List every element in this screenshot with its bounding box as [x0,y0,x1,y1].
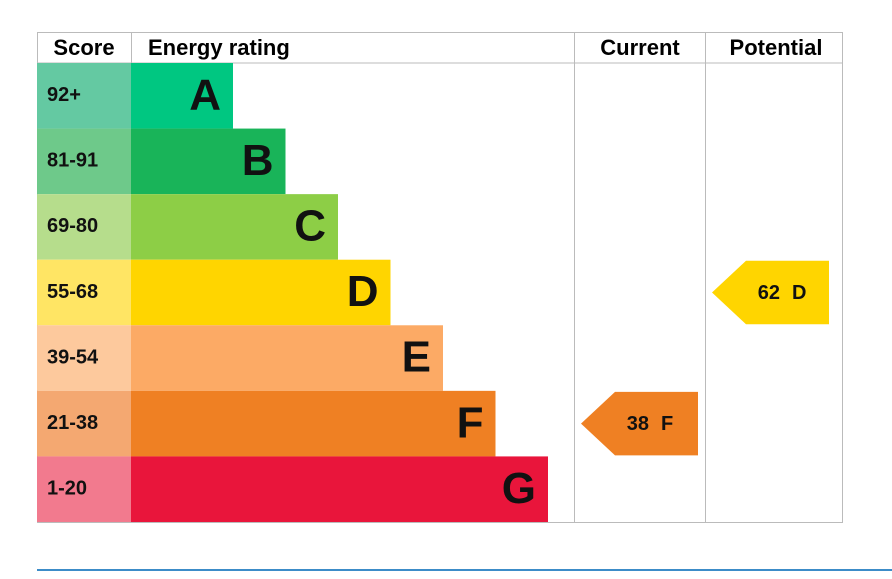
score-label: 92+ [47,84,81,106]
rating-bar [131,456,548,522]
rating-bar [131,128,286,195]
current-value: 38 [627,413,649,435]
rating-letter: E [402,333,431,382]
rating-letter: F [457,398,484,447]
potential-arrow [712,260,829,325]
score-cell [37,456,131,522]
score-cell [37,128,131,195]
potential-value: 62 [758,282,780,304]
rating-bar [131,325,443,391]
score-label: 55-68 [47,281,98,303]
rating-letter: G [502,464,536,513]
header: Score [53,35,114,60]
score-label: 21-38 [47,412,98,434]
current-letter: F [661,413,673,435]
rating-bar [131,390,496,457]
score-label: 81-91 [47,150,98,172]
score-cell [37,63,131,129]
score-label: 69-80 [47,215,98,237]
score-cell [37,325,131,391]
score-label: 1-20 [47,477,87,499]
score-cell [37,390,131,457]
rating-bar [131,63,233,129]
header: Energy rating [148,35,290,60]
rating-letter: D [347,267,379,316]
score-label: 39-54 [47,346,99,368]
header: Potential [730,35,823,60]
score-cell [37,259,131,326]
header: Current [600,35,680,60]
rating-bar [131,194,338,260]
score-cell [37,194,131,260]
potential-letter: D [792,282,806,304]
rating-letter: C [294,202,326,251]
rating-letter: A [189,70,221,119]
current-arrow [581,391,698,456]
rating-letter: B [242,136,274,185]
rating-bar [131,259,391,326]
